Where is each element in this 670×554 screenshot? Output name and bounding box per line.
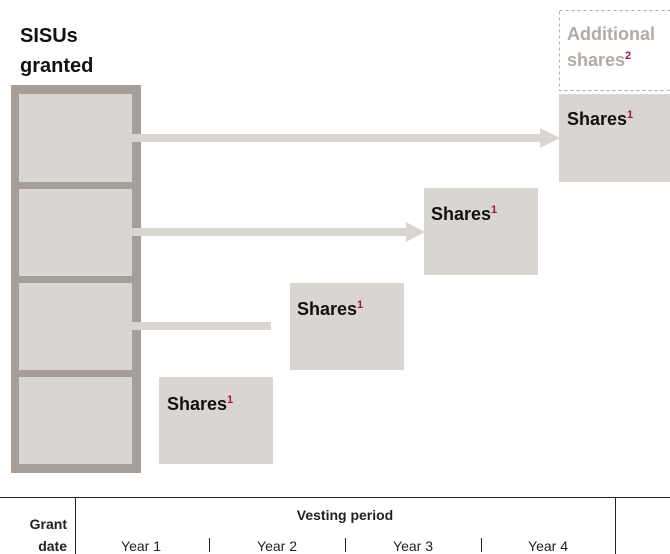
arrowhead: [406, 222, 425, 242]
year-label: Year 4: [528, 538, 568, 554]
additional-label: Additional: [567, 24, 655, 44]
unit-box: [19, 377, 132, 464]
arrow: [132, 322, 271, 330]
unit-box: [19, 94, 132, 182]
unit-box: [19, 189, 132, 276]
arrow: [132, 228, 410, 236]
shares-label: Shares1: [297, 299, 363, 319]
shares-label: Shares1: [431, 204, 497, 224]
footnote-mark: 1: [357, 299, 363, 311]
shares-box: [424, 188, 538, 275]
year-label: Year 2: [257, 538, 297, 554]
shares-box: [290, 283, 404, 370]
additional-label: shares: [567, 50, 625, 70]
shares-label: Shares: [431, 204, 491, 224]
shares-label: Shares: [167, 394, 227, 414]
arrowhead: [540, 128, 560, 148]
footnote-mark: 1: [227, 394, 233, 406]
unit-box: [19, 283, 132, 370]
footnote-mark: 1: [627, 109, 633, 121]
grant-label: date: [38, 538, 67, 554]
year-label: Year 1: [121, 538, 161, 554]
shares-box: [559, 94, 670, 182]
footnote-mark: 1: [491, 204, 497, 216]
shares-box: [159, 377, 273, 464]
vesting-label: Vesting period: [297, 507, 393, 523]
arrow: [132, 134, 544, 142]
additional-box: [559, 10, 670, 91]
shares-label: Shares1: [567, 109, 633, 129]
title: granted: [20, 55, 93, 77]
additional-label: shares2: [567, 50, 631, 70]
title: SISUs: [20, 25, 78, 47]
year-label: Year 3: [393, 538, 433, 554]
grant-label: Grant: [30, 516, 68, 532]
footnote-mark: 2: [625, 50, 631, 62]
shares-label: Shares1: [167, 394, 233, 414]
shares-label: Shares: [297, 299, 357, 319]
shares-label: Shares: [567, 109, 627, 129]
